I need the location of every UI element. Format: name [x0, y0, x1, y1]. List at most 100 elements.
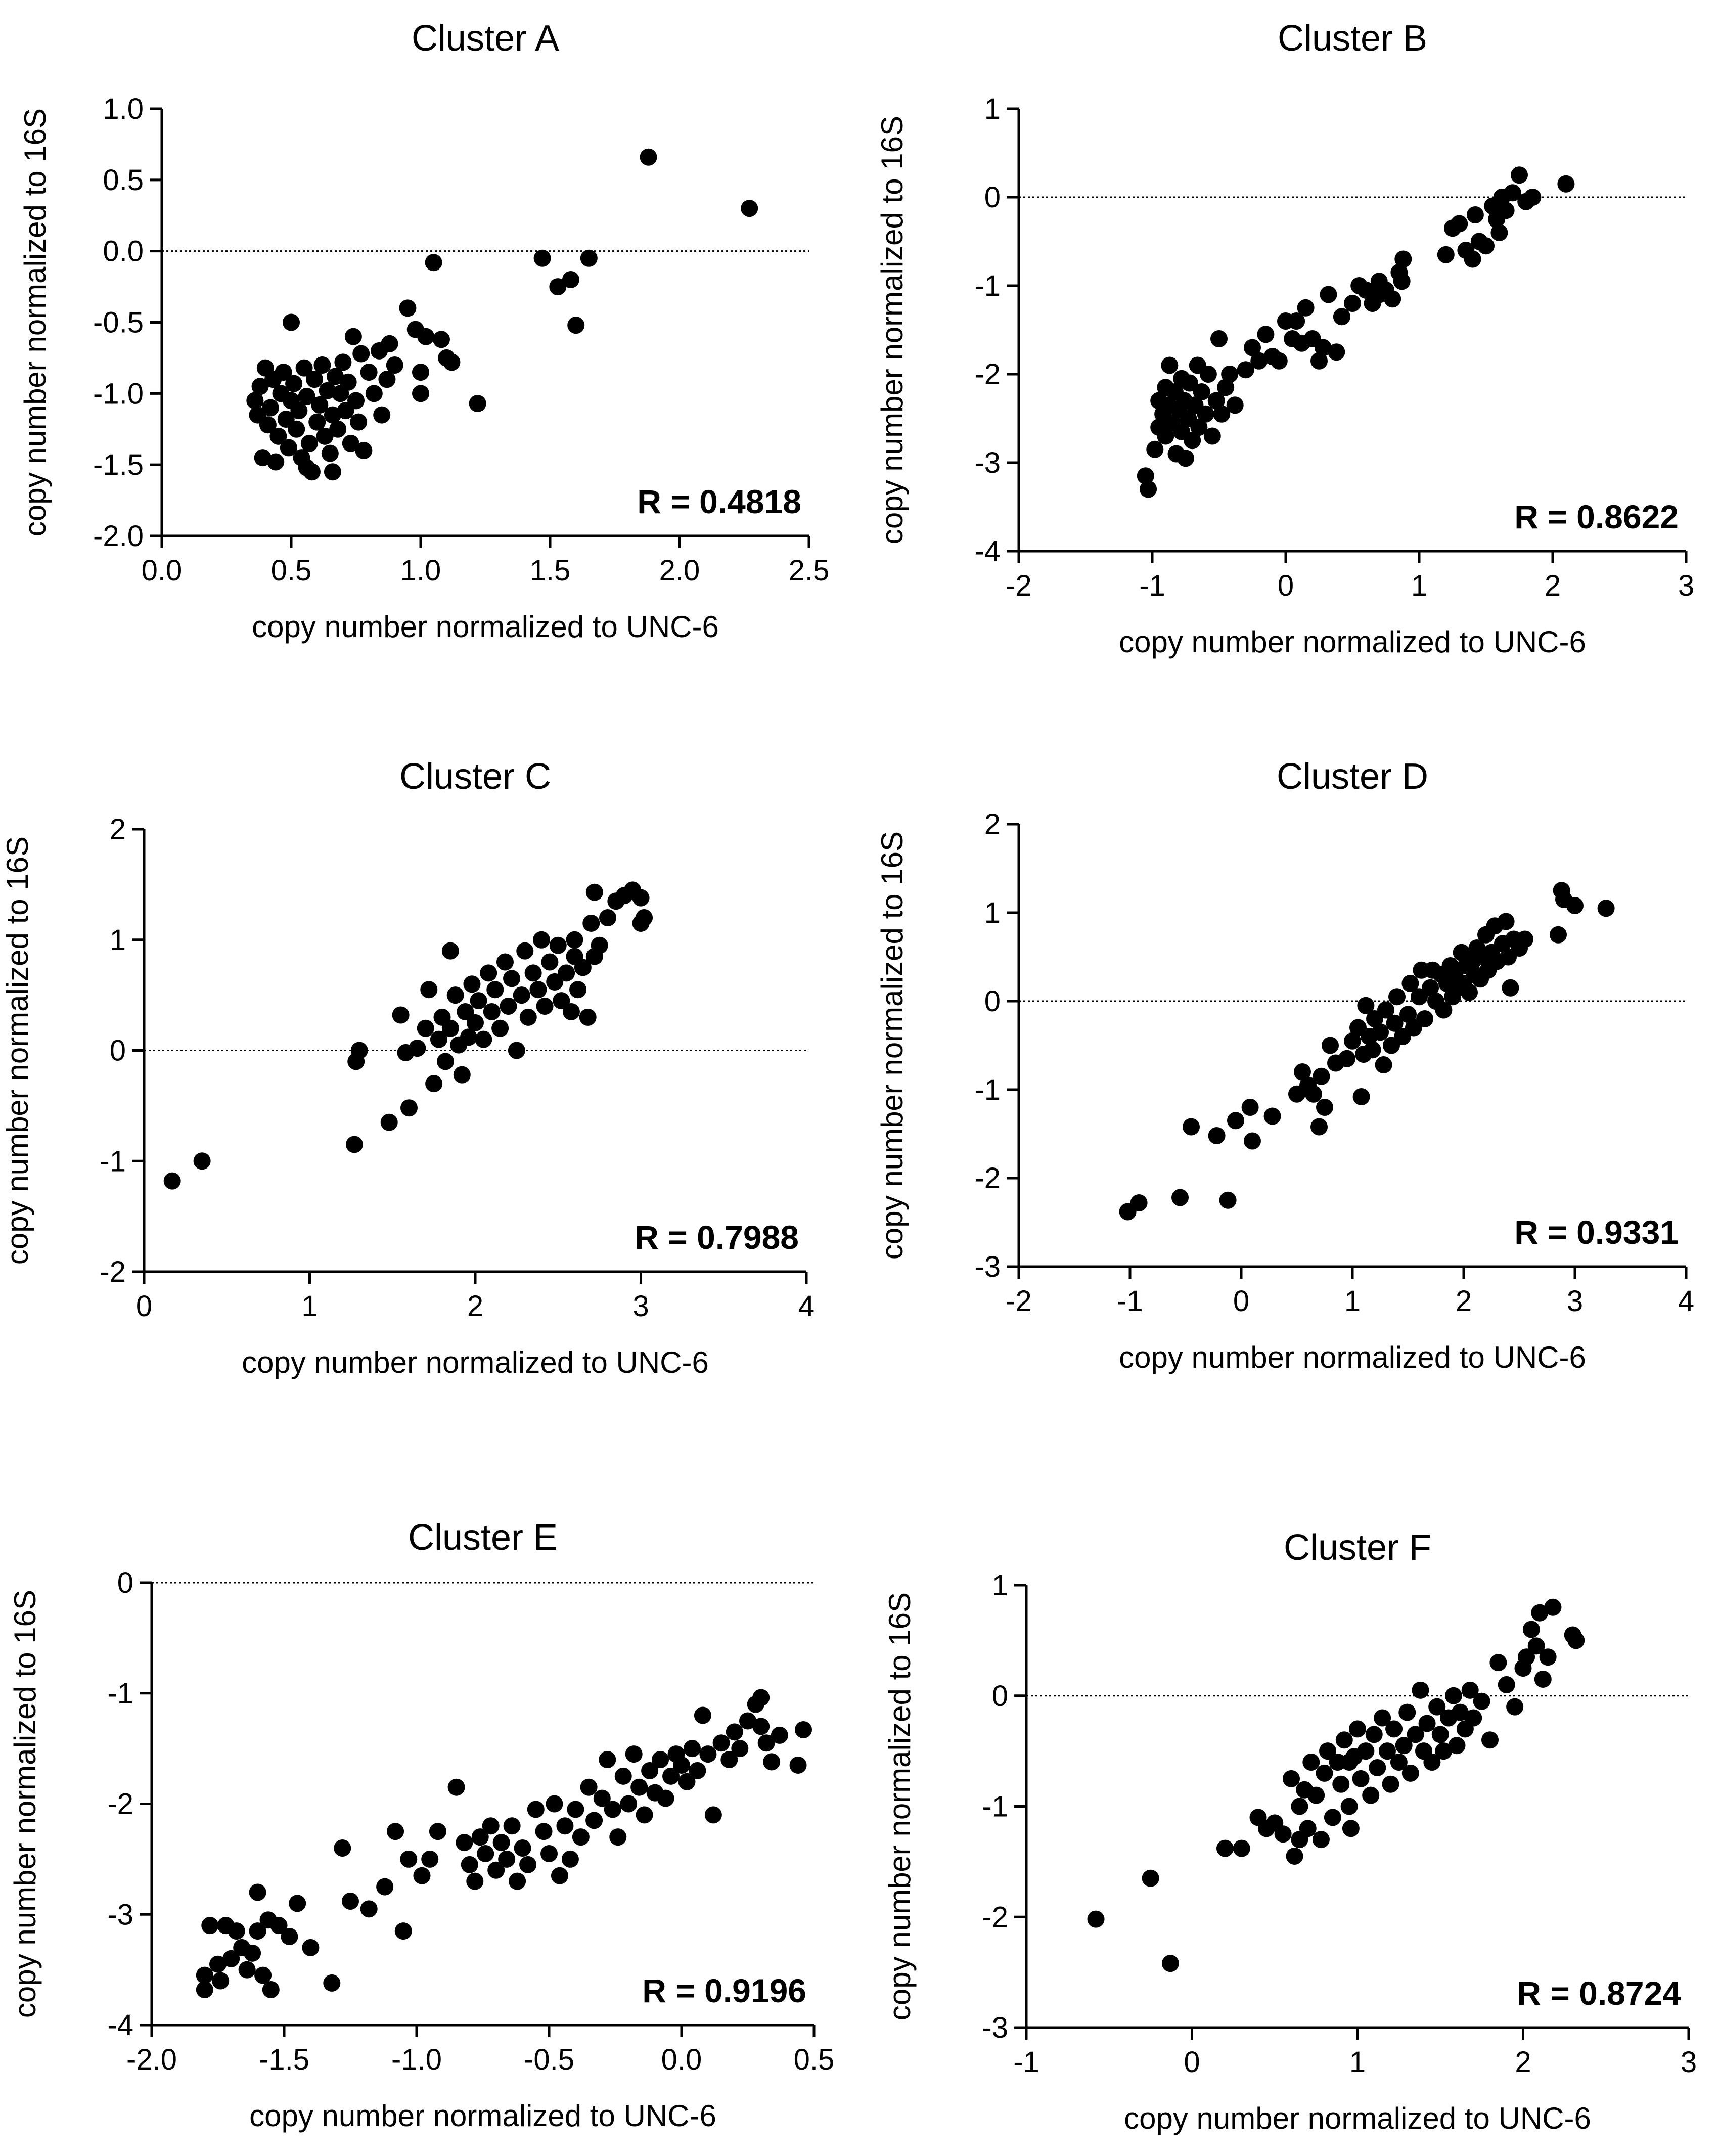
data-point	[614, 1767, 632, 1785]
data-point	[1416, 1010, 1433, 1027]
data-point	[446, 986, 464, 1004]
data-point	[496, 953, 514, 971]
data-point	[1219, 1191, 1237, 1209]
data-point	[1544, 1598, 1562, 1616]
data-point	[196, 1981, 213, 1998]
data-point	[535, 1823, 553, 1840]
data-point	[453, 1066, 471, 1084]
data-point	[1184, 432, 1201, 450]
data-point	[1319, 1742, 1337, 1760]
data-point	[567, 1801, 584, 1818]
x-tick-label: 3	[1681, 2046, 1697, 2079]
y-tick-label: 0	[984, 181, 1001, 214]
data-point	[457, 1003, 474, 1020]
x-tick-label: 1	[1411, 569, 1427, 602]
y-tick-label: -2	[107, 1788, 133, 1821]
data-point	[726, 1723, 743, 1741]
data-point	[1489, 1654, 1507, 1672]
data-point	[1399, 1006, 1417, 1023]
data-point	[262, 1981, 280, 1998]
x-tick-label: 2	[467, 1290, 483, 1323]
data-point	[376, 1878, 394, 1896]
data-point	[201, 1917, 219, 1935]
data-point	[652, 1751, 669, 1768]
data-point	[1465, 1709, 1482, 1727]
data-point	[720, 1751, 738, 1768]
data-point	[585, 883, 603, 901]
data-point	[574, 959, 592, 976]
data-point	[270, 1917, 288, 1935]
x-tick-label: 1.5	[530, 554, 571, 587]
data-point	[1461, 1681, 1479, 1699]
data-point	[546, 1795, 563, 1813]
correlation-annotation: R = 0.8724	[1517, 1974, 1681, 2012]
data-point	[567, 317, 585, 334]
x-tick-label: -1.0	[391, 2043, 442, 2076]
data-point	[580, 1778, 598, 1796]
data-point	[463, 975, 481, 993]
x-axis-label: copy number normalized to UNC-6	[1124, 2101, 1591, 2135]
y-axis-label: copy number normalized to 16S	[883, 1592, 917, 2020]
data-point	[1357, 1742, 1375, 1760]
data-point	[1461, 983, 1478, 1001]
data-point	[566, 931, 583, 949]
x-tick-label: 0.5	[271, 554, 312, 587]
x-axis-label: copy number normalized to UNC-6	[252, 610, 719, 644]
data-point	[1307, 1786, 1325, 1804]
data-point	[350, 413, 368, 431]
data-point	[572, 1828, 590, 1846]
data-point	[466, 1872, 484, 1890]
data-point	[500, 998, 517, 1015]
x-tick-label: -1	[1013, 2046, 1039, 2079]
y-tick-label: 2	[110, 813, 126, 846]
data-point	[699, 1745, 717, 1763]
data-point	[1377, 1001, 1394, 1019]
x-tick-label: -1.5	[259, 2043, 309, 2076]
data-point	[640, 148, 657, 166]
data-point	[399, 299, 417, 317]
data-point	[480, 964, 497, 982]
data-point	[771, 1726, 788, 1744]
data-point	[1527, 1637, 1545, 1655]
data-point	[1340, 1798, 1358, 1815]
y-tick-label: -4	[974, 535, 1001, 568]
data-point	[1401, 1764, 1419, 1782]
data-point	[1087, 1910, 1105, 1928]
x-tick-label: 2	[1545, 569, 1561, 602]
data-point	[471, 1828, 489, 1846]
data-point	[561, 1850, 579, 1868]
data-point	[694, 1706, 711, 1724]
data-point	[549, 936, 567, 954]
data-point	[409, 1040, 426, 1057]
data-point	[298, 387, 315, 405]
correlation-annotation: R = 0.8622	[1514, 498, 1679, 535]
data-point	[1352, 1088, 1370, 1105]
data-point	[1390, 1754, 1408, 1771]
x-axis-label: copy number normalized to UNC-6	[1119, 1340, 1586, 1374]
data-point	[281, 1928, 298, 1945]
y-tick-label: -3	[974, 1250, 1001, 1283]
data-point	[519, 1856, 537, 1873]
x-tick-label: -1	[1117, 1285, 1143, 1318]
data-point	[430, 1030, 447, 1048]
data-point	[1250, 352, 1268, 370]
data-point	[1466, 206, 1484, 223]
y-tick-label: -3	[982, 2011, 1008, 2044]
data-point	[1130, 1194, 1148, 1211]
data-point	[1435, 1742, 1453, 1760]
data-point	[546, 973, 564, 991]
data-point	[254, 449, 272, 467]
data-point	[339, 373, 357, 391]
chart-title: Cluster A	[412, 18, 559, 59]
data-point	[763, 1753, 781, 1771]
data-point	[163, 1172, 181, 1190]
data-point	[1312, 1831, 1330, 1849]
data-point	[417, 1019, 434, 1037]
data-point	[483, 1003, 501, 1020]
data-point	[795, 1721, 812, 1738]
data-point	[283, 313, 300, 331]
data-point	[1221, 366, 1239, 383]
data-point	[441, 942, 459, 960]
y-tick-label: -1	[974, 270, 1001, 302]
